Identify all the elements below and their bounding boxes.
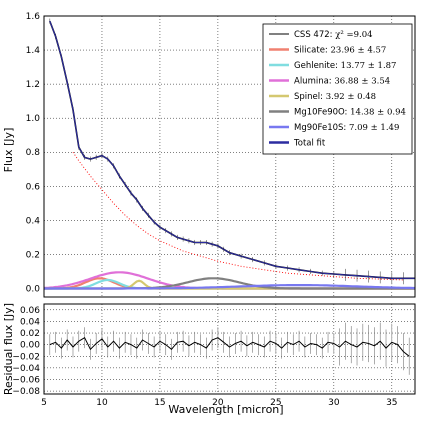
legend-label-name: Spinel:	[294, 92, 326, 102]
x-tick-label: 10	[96, 398, 108, 408]
bottom-y-tick-label: −0.02	[12, 352, 40, 362]
x-tick-label: 20	[212, 398, 224, 408]
legend-label-name: Gehlenite:	[294, 61, 341, 71]
top-y-tick-label: 0.0	[26, 284, 41, 294]
bottom-y-tick-label: 0.00	[20, 341, 40, 351]
top-frame	[43, 15, 416, 298]
legend-box	[262, 23, 413, 155]
legend-label-value: χ² =9.04	[335, 30, 372, 40]
legend-label-value: 14.38 ± 0.94	[350, 108, 406, 118]
x-tick-label: 15	[154, 398, 165, 408]
legend: CSS 472: χ² =9.04 Silicate: 23.96 ± 4.57 G…	[262, 23, 413, 155]
top-y-axis-label: Flux [Jy]	[2, 128, 15, 173]
component-line	[44, 284, 415, 290]
bottom-y-tick-label: −0.06	[12, 375, 40, 385]
total-fit-line	[49, 20, 415, 279]
top-y-tick-label: 1.4	[26, 46, 41, 56]
legend-label-value: 7.09 ± 1.49	[349, 123, 399, 133]
top-y-tick-label: 0.6	[26, 182, 41, 192]
legend-label: Spinel: 3.92 ± 0.48	[294, 92, 376, 102]
bottom-y-tick-label: 0.06	[20, 306, 40, 316]
top-y-tick-label: 1.2	[26, 80, 40, 90]
top-panel: 0.0 0.2 0.4 0.6 0.8 1.0 1.2 1.4 1.6 CSS 472: χ² =…	[26, 12, 416, 298]
legend-label-name: Silicate:	[294, 46, 331, 56]
bottom-y-tick-label: −0.08	[12, 387, 40, 397]
legend-label-name: Mg10Fe90O:	[294, 108, 350, 118]
bottom-y-tick-label: −0.04	[12, 364, 40, 374]
legend-label: Total fit	[293, 139, 326, 149]
x-axis-label: Wavelength [micron]	[168, 403, 283, 416]
legend-label-name: Alumina:	[294, 77, 334, 87]
legend-label-value: 13.77 ± 1.87	[341, 61, 397, 71]
legend-label: Gehlenite: 13.77 ± 1.87	[294, 61, 396, 71]
legend-label-value: 36.88 ± 3.54	[334, 77, 390, 87]
x-tick-label: 35	[386, 398, 397, 408]
legend-label-value: 3.92 ± 0.48	[326, 92, 376, 102]
top-y-tick-label: 0.2	[26, 250, 40, 260]
legend-label-name: CSS 472:	[294, 30, 335, 40]
x-tick-label: 25	[270, 398, 281, 408]
bottom-panel: 0.060.04 0.02 0.00−0.02 −0.04−0.06 −0.085 10 1…	[12, 303, 416, 408]
legend-label: Mg90Fe10S: 7.09 ± 1.49	[294, 123, 399, 133]
bottom-frame	[43, 303, 416, 395]
legend-label: Mg10Fe90O: 14.38 ± 0.94	[294, 108, 406, 118]
x-tick-label: 30	[328, 398, 340, 408]
legend-label: CSS 472: χ² =9.04	[294, 30, 373, 40]
top-y-tick-label: 0.8	[26, 148, 41, 158]
bottom-y-tick-label: 0.02	[20, 329, 40, 339]
continuum-line	[72, 151, 404, 281]
bottom-y-tick-label: 0.04	[20, 317, 40, 327]
legend-label-name: Mg90Fe10S:	[294, 123, 349, 133]
x-tick-label: 5	[41, 398, 47, 408]
residual-line	[49, 336, 410, 357]
top-y-tick-label: 0.4	[26, 216, 41, 226]
bottom-y-axis-label: Residual flux [Jy]	[2, 303, 15, 395]
legend-label: Silicate: 23.96 ± 4.57	[294, 46, 386, 56]
legend-label-value: 23.96 ± 4.57	[331, 46, 387, 56]
top-y-tick-label: 1.0	[26, 114, 41, 124]
legend-label-name: Total fit	[293, 139, 326, 149]
top-y-tick-label: 1.6	[26, 12, 41, 22]
legend-label: Alumina: 36.88 ± 3.54	[294, 77, 390, 87]
